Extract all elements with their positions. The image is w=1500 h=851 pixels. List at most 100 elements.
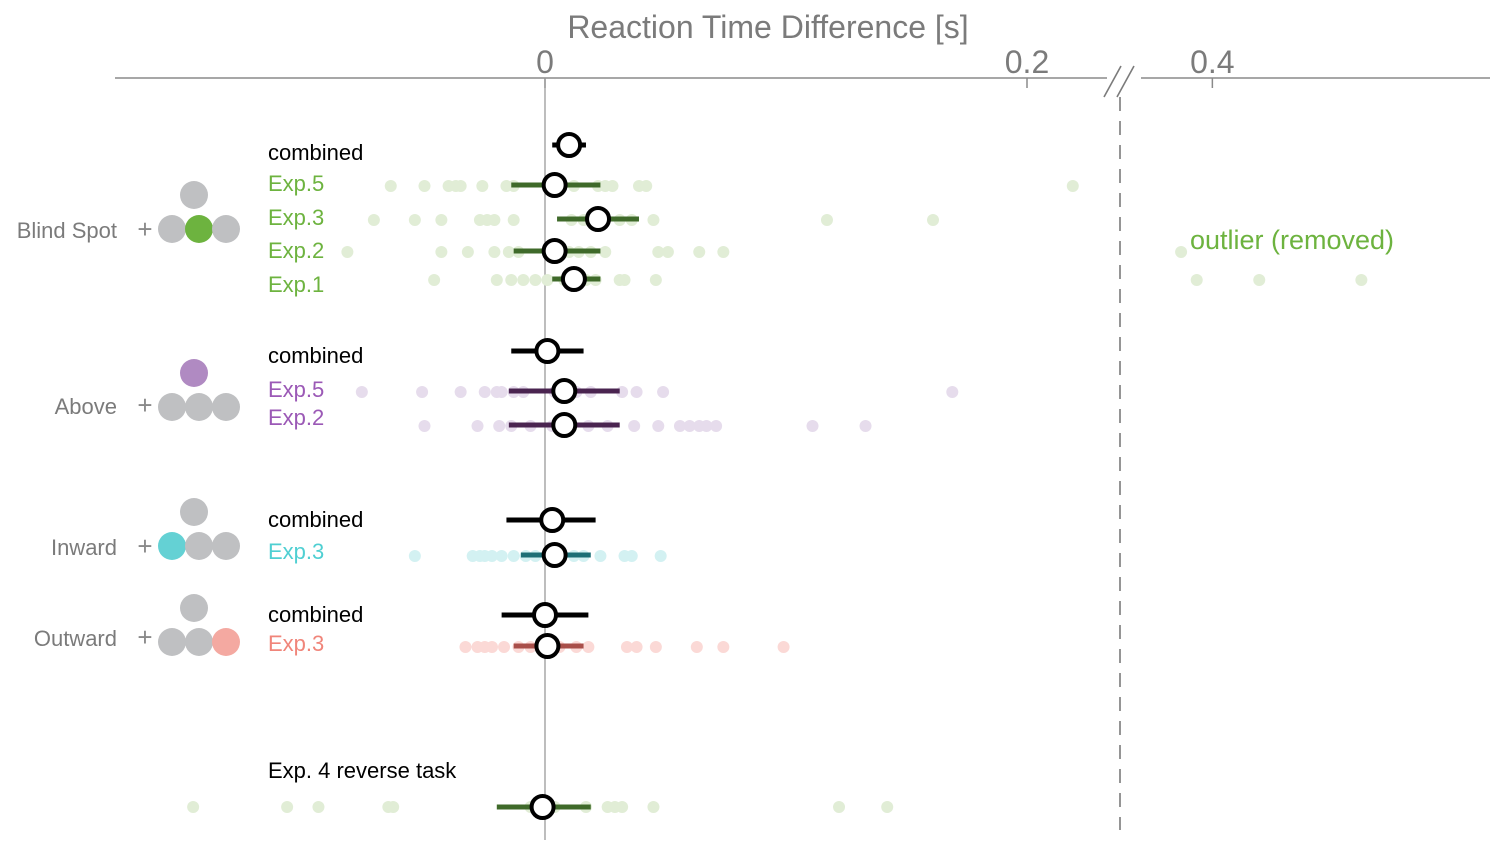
series-label: combined (268, 507, 363, 532)
data-point (478, 386, 491, 398)
icon-gray-dot (180, 498, 208, 526)
series-label: combined (268, 140, 363, 165)
data-point (498, 641, 511, 653)
series-label: Exp.2 (268, 405, 324, 430)
icon-highlight-dot (185, 215, 213, 243)
data-point (488, 246, 501, 258)
mean-marker (532, 602, 558, 628)
series-label: Exp.5 (268, 377, 324, 402)
icon-gray-dot (212, 215, 240, 243)
mean-marker (585, 206, 612, 232)
data-point (502, 246, 515, 258)
x-tick-label: 0 (536, 44, 554, 80)
data-point (387, 801, 400, 813)
icon-gray-dot (158, 215, 186, 243)
icon-highlight-dot (158, 532, 186, 560)
condition-label: Outward (34, 626, 117, 651)
data-point (541, 274, 554, 286)
data-point (927, 214, 940, 226)
ci-layer (496, 132, 639, 820)
mean-marker (541, 172, 568, 198)
data-point (490, 274, 503, 286)
data-point (606, 180, 619, 192)
plus-sign: + (137, 531, 152, 561)
data-point (355, 386, 368, 398)
data-point (673, 420, 686, 432)
plus-sign: + (137, 622, 152, 652)
data-point (384, 180, 397, 192)
data-point (710, 420, 723, 432)
data-point (485, 550, 498, 562)
data-point (505, 274, 518, 286)
data-point (367, 214, 380, 226)
data-point (312, 801, 325, 813)
data-point (654, 550, 667, 562)
icon-gray-dot (212, 532, 240, 560)
data-point (881, 801, 894, 813)
data-point (493, 420, 506, 432)
data-point (488, 214, 501, 226)
data-point (693, 246, 706, 258)
data-point (652, 246, 665, 258)
data-point (647, 801, 660, 813)
series-label: Exp.5 (268, 171, 324, 196)
data-point (435, 246, 448, 258)
data-point (594, 550, 607, 562)
icon-gray-dot (185, 393, 213, 421)
mean-marker (541, 542, 568, 568)
x-axis-title: Reaction Time Difference [s] (567, 9, 968, 45)
icon-gray-dot (158, 628, 186, 656)
data-point (625, 550, 638, 562)
mean-marker (556, 132, 583, 158)
mean-marker (551, 412, 578, 438)
data-point (582, 641, 595, 653)
condition-label: Inward (51, 535, 117, 560)
axis-break-symbol (1103, 64, 1141, 98)
x-tick-label: 0.4 (1190, 44, 1234, 80)
data-point (700, 420, 713, 432)
outlier-label: outlier (removed) (1190, 225, 1394, 255)
data-point (341, 246, 354, 258)
mean-marker (560, 266, 587, 292)
series-label: Exp.1 (268, 272, 324, 297)
data-point (806, 420, 819, 432)
data-point (620, 641, 633, 653)
data-point (408, 214, 421, 226)
data-point (1253, 274, 1266, 286)
data-point (717, 641, 730, 653)
data-point (618, 274, 631, 286)
data-point (630, 641, 643, 653)
data-point (507, 550, 520, 562)
data-point (495, 550, 508, 562)
data-point (529, 274, 542, 286)
data-point (485, 641, 498, 653)
data-point (652, 420, 665, 432)
icon-gray-dot (180, 181, 208, 209)
mean-marker (534, 338, 561, 364)
plus-sign: + (137, 390, 152, 420)
mean-marker (551, 378, 578, 404)
data-point (187, 801, 200, 813)
data-point (476, 180, 489, 192)
data-point (418, 420, 431, 432)
data-point (690, 641, 703, 653)
series-label: combined (268, 343, 363, 368)
series-label: combined (268, 602, 363, 627)
mean-marker (529, 794, 556, 820)
icon-highlight-dot (180, 359, 208, 387)
data-point (683, 420, 696, 432)
data-point (649, 641, 662, 653)
condition-label: Above (55, 394, 117, 419)
reverse-task-label: Exp. 4 reverse task (268, 758, 457, 783)
icon-gray-dot (212, 393, 240, 421)
data-point (428, 274, 441, 286)
data-point (408, 550, 421, 562)
series-label: Exp.2 (268, 238, 324, 263)
data-point (946, 386, 959, 398)
data-point (507, 214, 520, 226)
labels-layer: Blind Spot + combined Exp.5 Exp.3 Exp.2 Exp.1 A… (17, 140, 458, 783)
data-point (717, 246, 730, 258)
data-point (281, 801, 294, 813)
data-point (495, 386, 508, 398)
